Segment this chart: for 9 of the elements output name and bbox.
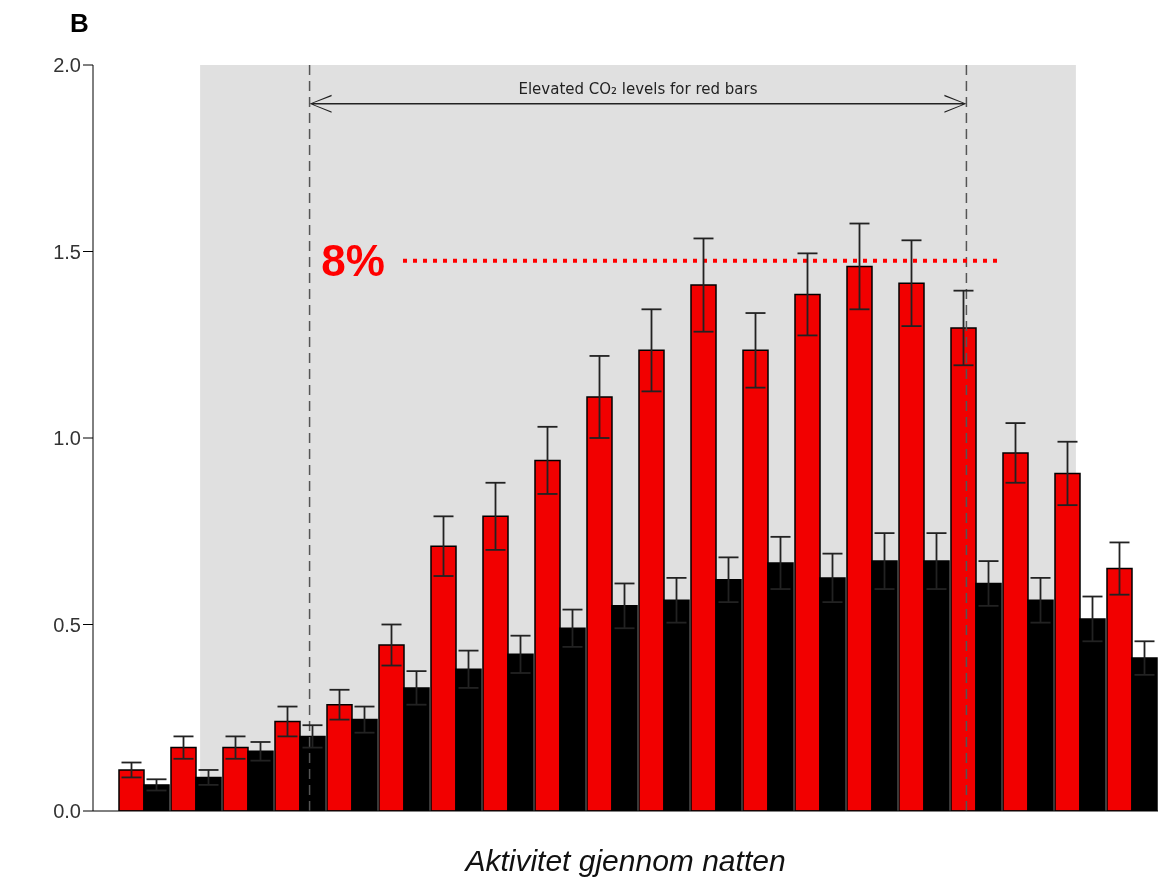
y-tick-label: 1.5 [53, 240, 81, 263]
chart-title: B [70, 8, 89, 39]
y-tick-label: 0.0 [53, 800, 81, 823]
y-tick-label: 2.0 [53, 54, 81, 77]
y-tick-label: 0.5 [53, 613, 81, 636]
annotation: 8% [321, 236, 385, 286]
annotation: Elevated CO₂ levels for red bars [518, 79, 758, 98]
x-axis-title: Aktivitet gjennom natten [463, 844, 786, 877]
y-tick-label: 1.0 [53, 427, 81, 450]
